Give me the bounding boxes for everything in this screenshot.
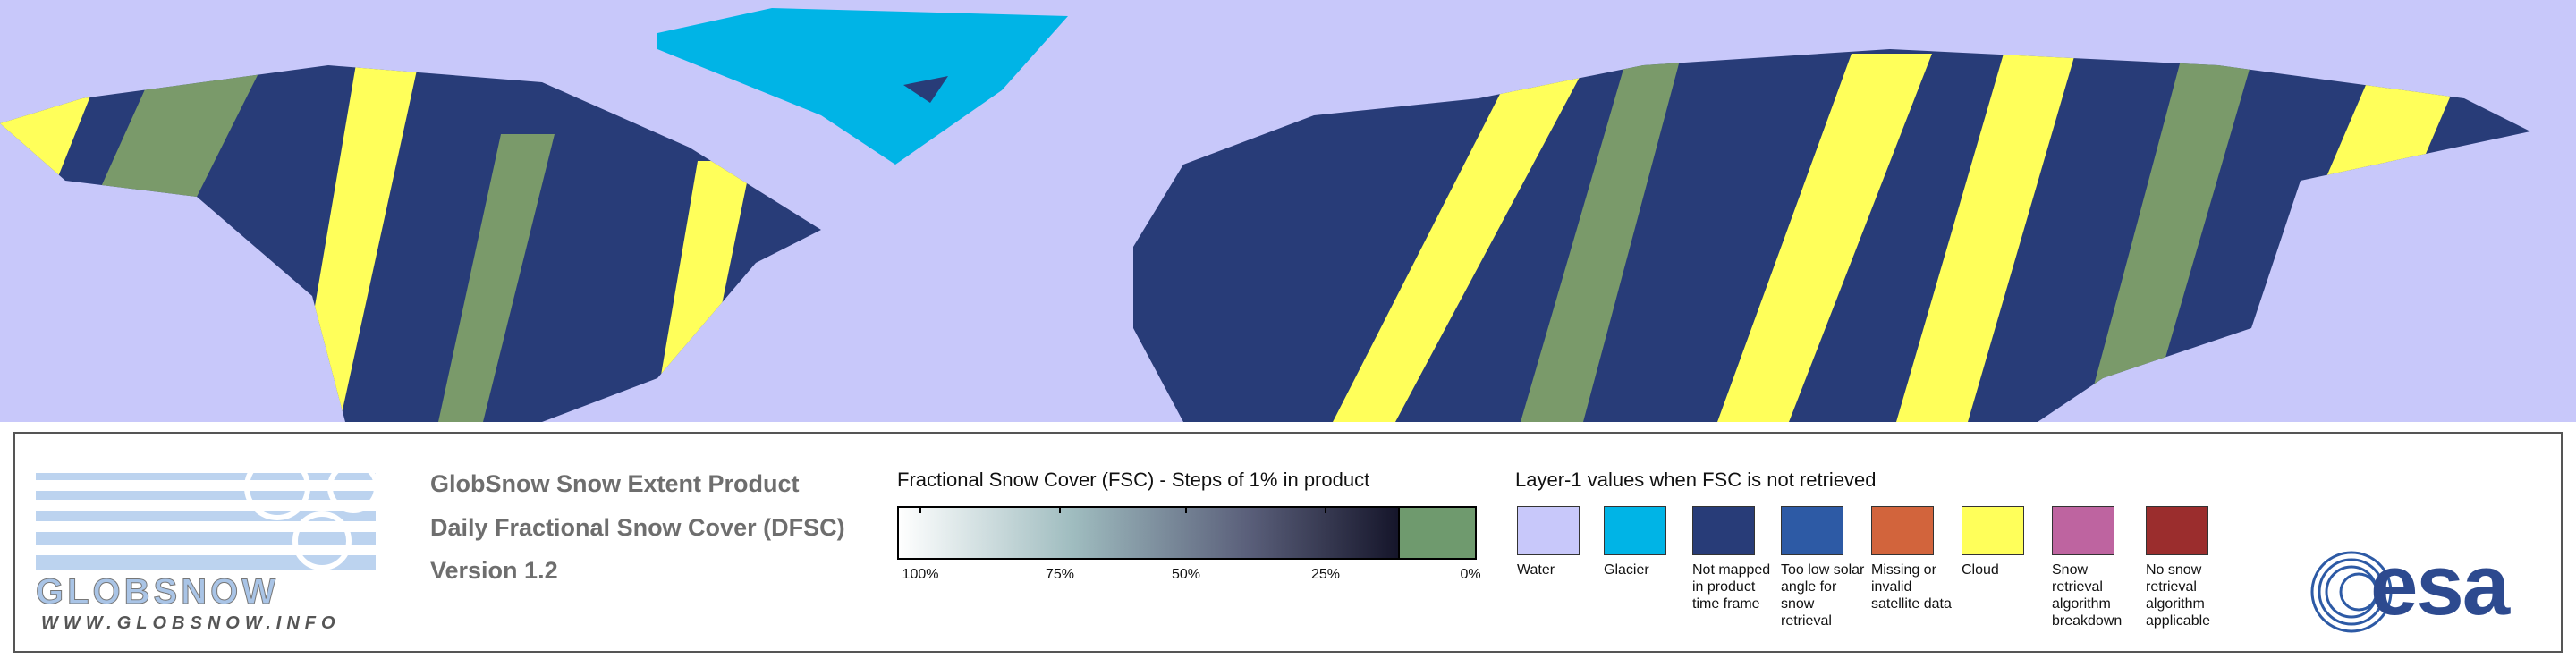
greenland xyxy=(657,8,1068,165)
legend-swatch xyxy=(1692,506,1755,555)
legend-swatch xyxy=(2052,506,2114,555)
logo-url: WWW.GLOBSNOW.INFO xyxy=(41,613,341,633)
legend-swatch xyxy=(1517,506,1580,555)
legend-swatch xyxy=(1604,506,1666,555)
legend-label: Snow retrieval algorithm breakdown xyxy=(2052,562,2123,629)
fsc-colorbar xyxy=(897,506,1477,560)
legend-label: Too low solar angle for snow retrieval xyxy=(1781,562,1865,629)
product-title: GlobSnow Snow Extent Product xyxy=(430,470,800,497)
fsc-title: Fractional Snow Cover (FSC) - Steps of 1… xyxy=(897,469,1370,491)
legend-swatch xyxy=(1781,506,1843,555)
layer1-title: Layer-1 values when FSC is not retrieved xyxy=(1515,469,1877,491)
legend-swatch xyxy=(1962,506,2024,555)
fsc-tick-label: 50% xyxy=(1171,567,1201,582)
legend-label: Cloud xyxy=(1962,562,1999,578)
legend-label: Water xyxy=(1517,562,1555,578)
legend-panel xyxy=(13,432,2563,653)
esa-name: esa xyxy=(2370,537,2510,633)
snow-map xyxy=(0,0,2576,422)
fsc-tick-label: 25% xyxy=(1310,567,1341,582)
fsc-tick-label: 100% xyxy=(902,567,939,582)
legend-swatch xyxy=(2146,506,2208,555)
legend-label: Missing or invalid satellite data xyxy=(1871,562,1952,612)
greenland-patch xyxy=(903,76,948,103)
product-version: Version 1.2 xyxy=(430,557,558,584)
logo-graphic xyxy=(36,454,379,570)
legend-label: Glacier xyxy=(1604,562,1649,578)
legend-label: No snow retrieval algorithm applicable xyxy=(2146,562,2211,629)
legend-label: Not mapped in product time frame xyxy=(1692,562,1771,612)
fsc-tick-label: 75% xyxy=(1045,567,1075,582)
esa-logo-mark xyxy=(2310,551,2393,633)
fsc-tick-label: 0% xyxy=(1460,567,1481,582)
logo-name: GLOBSNOW xyxy=(36,572,279,612)
product-subtitle: Daily Fractional Snow Cover (DFSC) xyxy=(430,514,845,541)
legend-swatch xyxy=(1871,506,1934,555)
